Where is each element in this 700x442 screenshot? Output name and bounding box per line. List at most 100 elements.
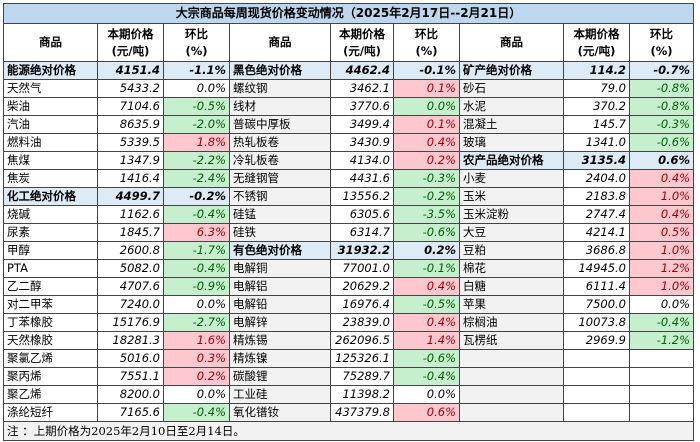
commodity-name: 甲醇: [3, 241, 98, 260]
commodity-price: 79.0: [563, 79, 630, 98]
commodity-name: 碳酸锂: [229, 367, 331, 386]
commodity-change: -0.1%: [393, 259, 460, 278]
commodity-name: 玻璃: [459, 133, 564, 152]
table-row: 天然橡胶 18281.3 1.6% 精炼锡 262096.5 1.4% 瓦楞纸 2969.9-…: [3, 331, 695, 350]
commodity-name: 天然气: [3, 79, 98, 98]
commodity-change: -0.8%: [628, 79, 695, 98]
commodity-name: 线材: [229, 97, 331, 116]
commodity-change: 1.0%: [628, 241, 695, 260]
header-name: 商品: [459, 23, 564, 62]
group-change: 0.6%: [628, 151, 695, 170]
commodity-price: 18281.3: [97, 331, 164, 350]
commodity-price: 3462.1: [330, 79, 394, 98]
commodity-change: -0.3%: [628, 115, 695, 134]
commodity-change: 1.0%: [628, 187, 695, 206]
header-pct: 环比 (%): [163, 23, 230, 62]
commodity-name: 柴油: [3, 97, 98, 116]
commodity-name: 电解锌: [229, 313, 331, 332]
commodity-change: 0.4%: [393, 277, 460, 296]
table-row: 乙二醇 4707.6 -0.9% 电解铝 20629.2 0.4% 白糖 6111.4 1.0%: [3, 277, 695, 296]
commodity-name: 玉米淀粉: [459, 205, 564, 224]
commodity-name: 电解铝: [229, 277, 331, 296]
commodity-name: 聚乙烯: [3, 385, 98, 404]
commodity-price: 6305.6: [330, 205, 394, 224]
commodity-price: 77001.0: [330, 259, 394, 278]
group-change: -0.1%: [393, 61, 460, 80]
table-row: 汽油 8635.9 -2.0% 普碳中厚板 3499.4 0.1% 混凝土 145.7 -0.3…: [3, 115, 695, 134]
commodity-price: 1347.9: [97, 151, 164, 170]
table-row: 化工绝对价格 4499.7 -0.2% 不锈钢 13556.2 -0.2% 玉米 2183.8…: [3, 187, 695, 206]
commodity-name: 聚丙烯: [3, 367, 98, 386]
commodity-price: 1341.0: [563, 133, 630, 152]
commodity-change: 0.4%: [628, 169, 695, 188]
commodity-change: 1.6%: [163, 331, 230, 350]
empty-cell: [459, 349, 564, 368]
commodity-change: 0.1%: [393, 79, 460, 98]
commodity-change: -2.0%: [163, 115, 230, 134]
commodity-name: 工业硅: [229, 385, 331, 404]
table-row: 焦煤 1347.9 -2.2% 冷轧板卷 4134.0 0.2% 农产品绝对价格 3135.4…: [3, 151, 695, 170]
commodity-name: 烧碱: [3, 205, 98, 224]
commodity-change: -0.6%: [628, 133, 695, 152]
commodity-price: 3686.8: [563, 241, 630, 260]
commodity-price: 7165.6: [97, 403, 164, 422]
commodity-name: 白糖: [459, 277, 564, 296]
header-pct: 环比 (%): [393, 23, 460, 62]
commodity-change: -0.4%: [163, 403, 230, 422]
empty-cell: [563, 349, 630, 368]
table-row: 烧碱 1162.6 -0.4% 硅锰 6305.6 -3.5% 玉米淀粉 2747.4 0.4%: [3, 205, 695, 224]
commodity-name: 乙二醇: [3, 277, 98, 296]
commodity-price-table: 大宗商品每周现货价格变动情况（2025年2月17日--2月21日） 商品 本期价格…: [2, 3, 695, 441]
commodity-change: 0.0%: [393, 385, 460, 404]
commodity-name: 涤纶短纤: [3, 403, 98, 422]
commodity-name: 冷轧板卷: [229, 151, 331, 170]
commodity-change: 1.8%: [163, 133, 230, 152]
commodity-price: 7104.6: [97, 97, 164, 116]
table-row: 丁苯橡胶 15176.9 -2.7% 电解锌 23839.0 0.4% 棕榈油 10073.8…: [3, 313, 695, 332]
commodity-name: 普碳中厚板: [229, 115, 331, 134]
commodity-name: 电解铅: [229, 295, 331, 314]
commodity-change: -2.4%: [163, 169, 230, 188]
commodity-price: 145.7: [563, 115, 630, 134]
commodity-change: -0.4%: [163, 205, 230, 224]
commodity-price: 2404.0: [563, 169, 630, 188]
empty-cell: [628, 385, 695, 404]
commodity-price: 10073.8: [563, 313, 630, 332]
commodity-change: 0.6%: [393, 403, 460, 422]
empty-cell: [459, 403, 564, 422]
commodity-price: 4431.6: [330, 169, 394, 188]
commodity-name: 精炼镍: [229, 349, 331, 368]
group-change: -0.2%: [163, 187, 230, 206]
footnote: 注 ：上期价格为2025年2月10日至2月14日。: [2, 421, 695, 441]
header-price: 本期价格 (元/吨): [563, 23, 630, 62]
commodity-price: 7500.0: [563, 295, 630, 314]
commodity-price: 370.2: [563, 97, 630, 116]
commodity-name: 苹果: [459, 295, 564, 314]
commodity-name: 砂石: [459, 79, 564, 98]
commodity-price: 11398.2: [330, 385, 394, 404]
commodity-change: 1.0%: [628, 277, 695, 296]
group-price: 31932.2: [330, 241, 394, 260]
commodity-price: 6314.7: [330, 223, 394, 242]
empty-cell: [563, 403, 630, 422]
commodity-change: -1.7%: [163, 241, 230, 260]
commodity-price: 15176.9: [97, 313, 164, 332]
commodity-name: 瓦楞纸: [459, 331, 564, 350]
commodity-name: 燃料油: [3, 133, 98, 152]
group-change: -1.1%: [163, 61, 230, 80]
commodity-change: 0.4%: [393, 133, 460, 152]
group-price: 4499.7: [97, 187, 164, 206]
commodity-change: -0.3%: [393, 169, 460, 188]
commodity-price: 2600.8: [97, 241, 164, 260]
commodity-price: 2747.4: [563, 205, 630, 224]
commodity-change: 1.4%: [393, 331, 460, 350]
commodity-change: -0.6%: [393, 223, 460, 242]
commodity-change: -0.4%: [393, 367, 460, 386]
commodity-name: 棉花: [459, 259, 564, 278]
commodity-name: 不锈钢: [229, 187, 331, 206]
commodity-change: 0.0%: [163, 295, 230, 314]
empty-cell: [459, 385, 564, 404]
commodity-name: 硅铁: [229, 223, 331, 242]
group-change: 0.2%: [393, 241, 460, 260]
commodity-change: 0.1%: [393, 115, 460, 134]
